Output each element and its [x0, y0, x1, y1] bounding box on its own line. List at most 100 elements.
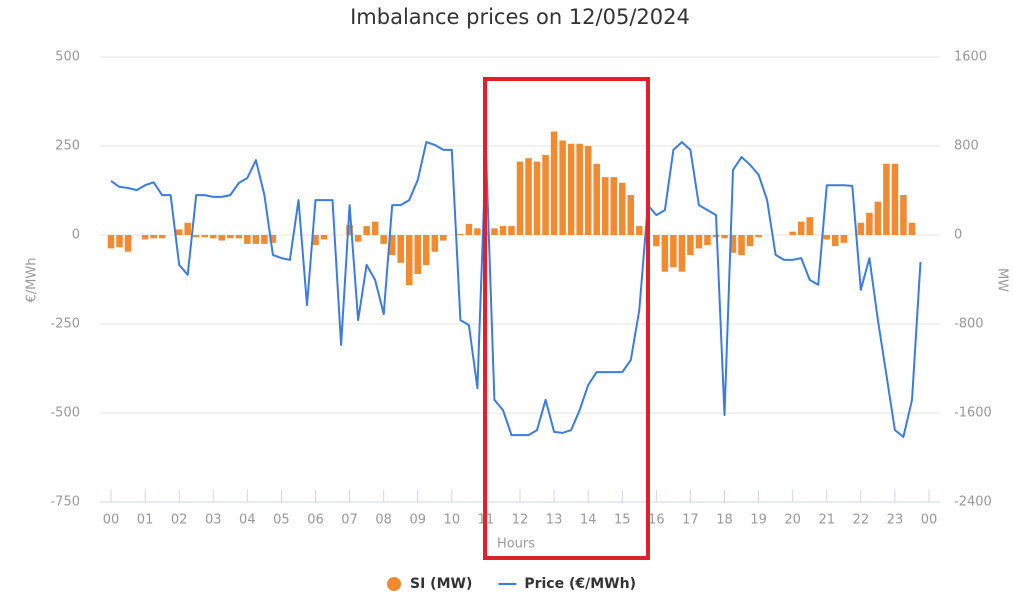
y2-tick-label: -800 — [954, 317, 984, 332]
bar — [559, 140, 566, 235]
y-tick-label: -250 — [50, 317, 80, 332]
legend: SI (MW) Price (€/MWh) — [387, 576, 636, 592]
bar — [209, 235, 217, 239]
bar — [320, 235, 328, 240]
chart-title: Imbalance prices on 12/05/2024 — [350, 5, 690, 29]
x-tick-label: 20 — [784, 513, 801, 528]
bar — [866, 212, 873, 235]
x-tick-label: 09 — [409, 513, 426, 528]
x-tick-label: 12 — [512, 513, 529, 528]
bar — [158, 235, 166, 239]
bar — [687, 235, 694, 256]
bar — [440, 235, 447, 241]
y2-tick-label: 0 — [954, 228, 962, 243]
bar — [840, 235, 848, 243]
bar — [269, 235, 277, 243]
bar — [806, 217, 813, 235]
bar — [107, 235, 115, 249]
bar — [354, 235, 362, 242]
bar — [746, 235, 754, 247]
bar — [141, 235, 149, 240]
x-tick-label: 22 — [853, 513, 870, 528]
y-tick-label: 0 — [72, 228, 80, 243]
y-tick-label: 500 — [55, 50, 80, 65]
x-tick-label: 14 — [580, 513, 597, 528]
y-axis-label: €/MWh — [25, 258, 40, 303]
bar — [670, 235, 677, 268]
x-tick-label: 01 — [137, 513, 154, 528]
bar — [653, 235, 660, 247]
bar — [584, 146, 592, 235]
bar — [380, 235, 387, 244]
x-tick-label: 00 — [921, 513, 938, 528]
bar — [661, 235, 669, 272]
bar — [431, 235, 439, 252]
bar — [636, 226, 643, 235]
bar — [405, 235, 413, 286]
bar — [184, 222, 191, 235]
legend-label[interactable]: SI (MW) — [410, 576, 472, 592]
bar — [371, 221, 379, 235]
bar — [627, 194, 635, 235]
x-axis-label: Hours — [497, 537, 535, 552]
bar — [789, 231, 796, 235]
plot-area — [107, 131, 922, 438]
bar — [388, 235, 396, 256]
bar — [252, 235, 260, 244]
legend-symbol — [387, 577, 401, 591]
x-tick-label: 08 — [375, 513, 392, 528]
bar — [900, 194, 907, 235]
bar — [721, 235, 728, 239]
x-tick-label: 17 — [682, 513, 699, 528]
bar — [525, 158, 532, 235]
bar — [678, 235, 686, 272]
bar — [218, 235, 226, 241]
y2-tick-label: -1600 — [954, 406, 992, 421]
y-tick-label: -500 — [50, 406, 80, 421]
grid: -750-500-2500250500-2400-1600-8000800160… — [50, 50, 991, 528]
y-tick-label: 250 — [55, 139, 80, 154]
bar — [738, 235, 745, 256]
bar — [610, 177, 617, 235]
bar — [618, 182, 626, 235]
bar — [576, 143, 583, 235]
bar — [704, 235, 711, 246]
bar — [414, 235, 422, 274]
bar — [823, 235, 831, 240]
x-tick-label: 05 — [273, 513, 290, 528]
x-tick-label: 15 — [614, 513, 631, 528]
x-tick-label: 06 — [307, 513, 324, 528]
y2-tick-label: 800 — [954, 139, 979, 154]
bar — [244, 235, 251, 244]
bar — [832, 235, 839, 247]
y-tick-label: -750 — [50, 495, 80, 510]
bar — [499, 226, 507, 235]
bar — [729, 235, 737, 253]
x-tick-label: 04 — [239, 513, 256, 528]
x-tick-label: 02 — [171, 513, 188, 528]
bar — [508, 226, 515, 235]
x-tick-label: 10 — [444, 513, 461, 528]
x-tick-label: 23 — [887, 513, 904, 528]
x-tick-label: 03 — [205, 513, 222, 528]
bar — [593, 163, 600, 235]
bar — [874, 201, 882, 235]
y2-tick-label: 1600 — [954, 50, 987, 65]
x-tick-label: 16 — [648, 513, 665, 528]
bar — [533, 161, 541, 235]
bar — [567, 143, 575, 235]
bar — [857, 222, 865, 235]
bar — [601, 177, 609, 235]
legend-label[interactable]: Price (€/MWh) — [524, 576, 636, 592]
y2-tick-label: -2400 — [954, 495, 992, 510]
y2-axis-label: MW — [995, 268, 1010, 292]
bar — [491, 228, 498, 235]
x-tick-label: 21 — [818, 513, 835, 528]
bar — [346, 224, 353, 235]
x-tick-label: 13 — [546, 513, 563, 528]
bar — [516, 161, 524, 235]
price-line — [110, 141, 922, 438]
x-tick-label: 00 — [103, 513, 120, 528]
bar — [235, 235, 243, 239]
